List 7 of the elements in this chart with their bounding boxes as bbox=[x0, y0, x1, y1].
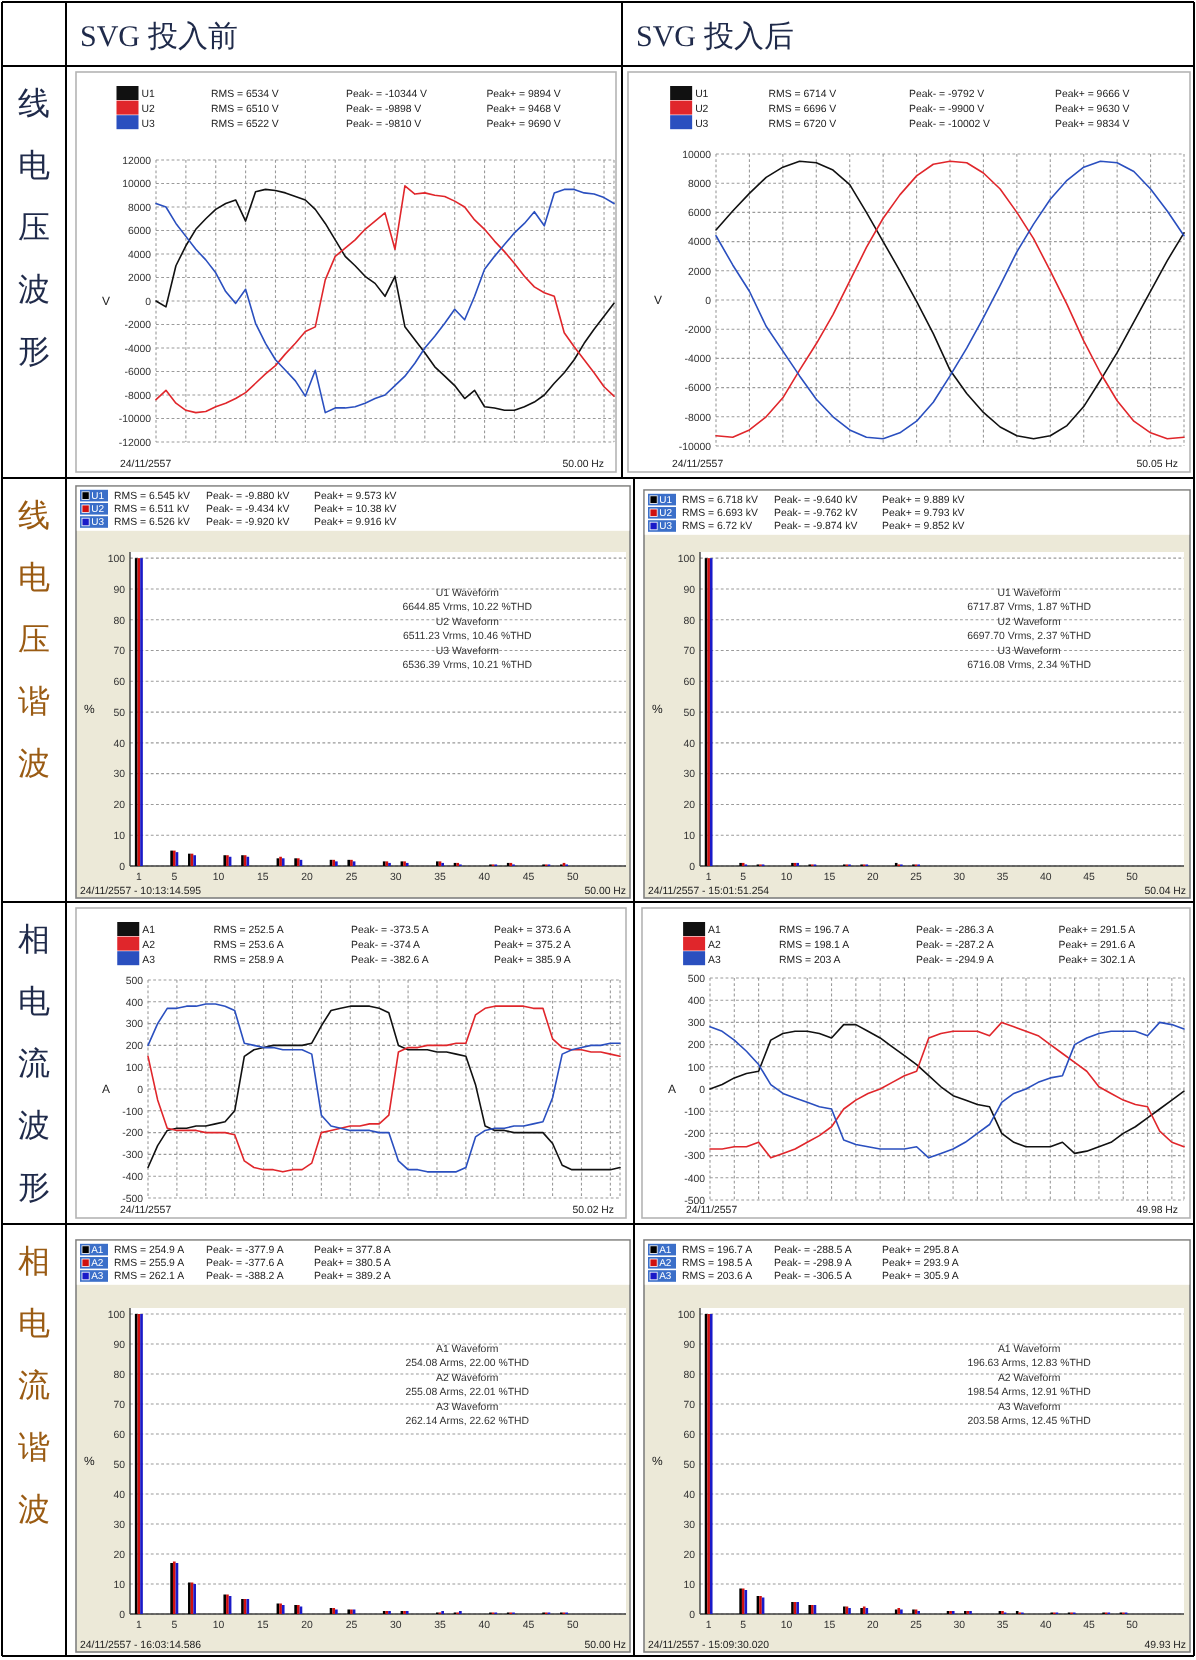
text: 线电压波形 bbox=[18, 86, 50, 370]
text: 相电流波形 bbox=[18, 922, 50, 1206]
text: SVG 投入前 bbox=[80, 20, 238, 54]
text: SVG 投入后 bbox=[636, 20, 794, 54]
text: 线电压谐波 bbox=[18, 498, 50, 782]
line-series bbox=[715, 160, 1185, 440]
text: 相电流谐波 bbox=[18, 1244, 50, 1528]
